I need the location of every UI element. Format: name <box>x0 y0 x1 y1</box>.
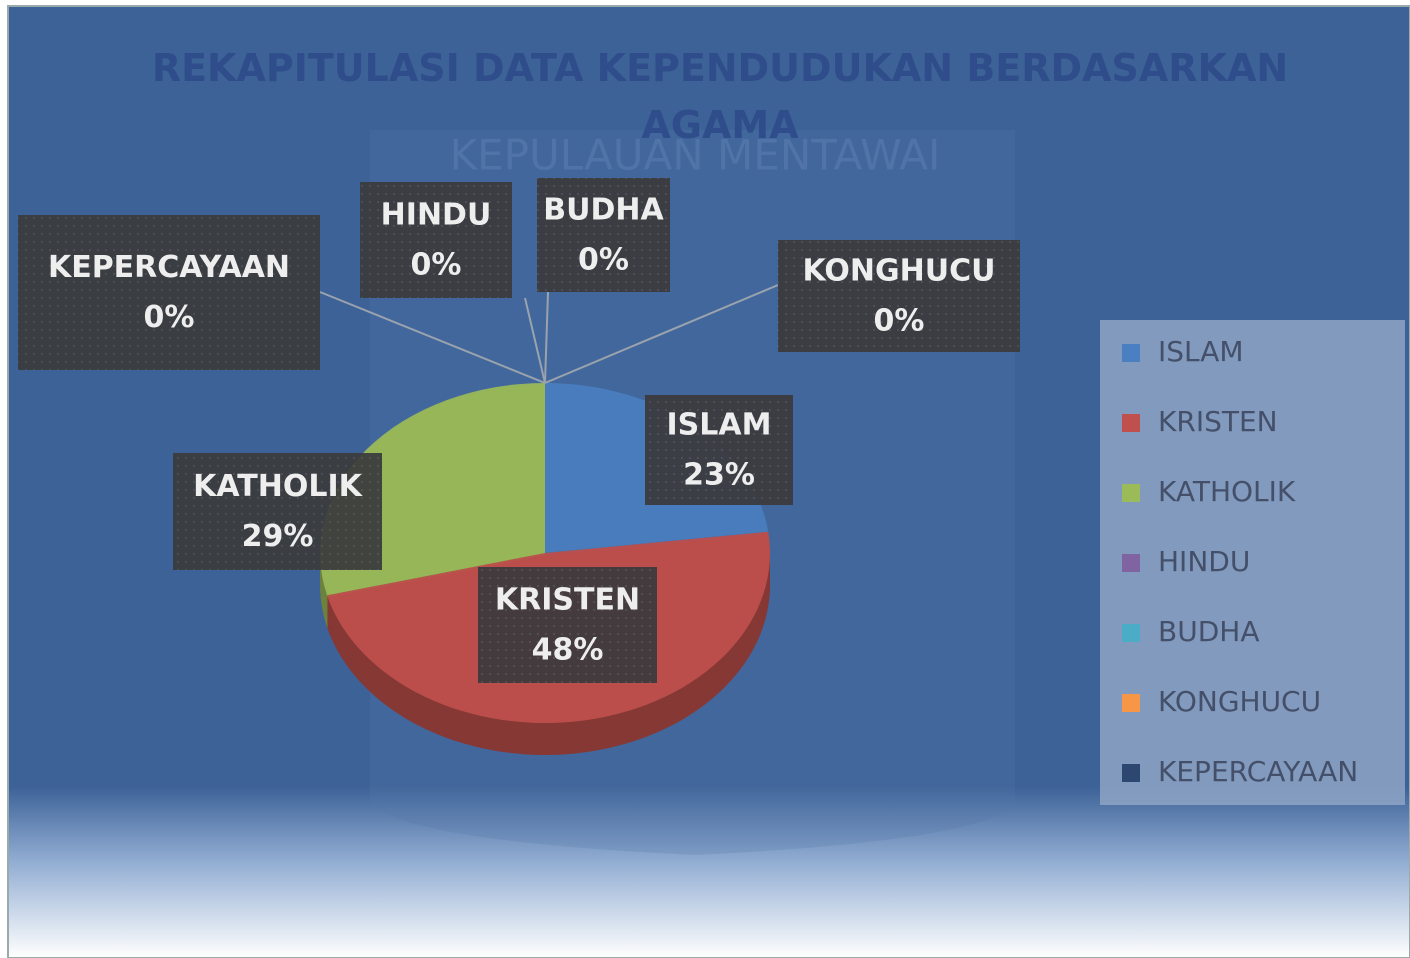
data-label-name: KEPERCAYAAN <box>48 250 290 285</box>
data-label-box <box>537 178 670 292</box>
legend-swatch <box>1122 484 1140 502</box>
legend-label: KONGHUCU <box>1158 685 1321 718</box>
leader-line <box>319 291 546 384</box>
data-label-value: 23% <box>683 458 755 493</box>
legend-swatch <box>1122 624 1140 642</box>
data-label-name: KATHOLIK <box>193 469 363 504</box>
legend-label: HINDU <box>1158 545 1250 578</box>
legend-swatch <box>1122 344 1140 362</box>
data-label-box <box>778 240 1020 352</box>
data-label-name: ISLAM <box>667 408 772 443</box>
legend-swatch <box>1122 694 1140 712</box>
data-label-name: KONGHUCU <box>803 254 996 289</box>
data-label-box <box>478 567 657 683</box>
watermark-text: KEPULAUAN MENTAWAI <box>450 131 941 180</box>
legend-label: KATHOLIK <box>1158 475 1296 508</box>
data-label-box <box>18 215 320 370</box>
data-label-name: BUDHA <box>543 193 664 228</box>
data-label-name: HINDU <box>381 198 492 233</box>
legend-swatch <box>1122 554 1140 572</box>
data-label-value: 29% <box>242 519 314 554</box>
legend-box <box>1100 320 1405 805</box>
legend-swatch <box>1122 414 1140 432</box>
chart-title: REKAPITULASI DATA KEPENDUDUKAN BERDASARK… <box>151 46 1289 147</box>
legend-label: KEPERCAYAAN <box>1158 755 1358 788</box>
data-label-value: 0% <box>411 248 462 283</box>
data-label-box <box>645 395 793 505</box>
legend-swatch <box>1122 764 1140 782</box>
leader-line <box>544 291 549 384</box>
data-label-name: KRISTEN <box>495 583 640 618</box>
legend-label: KRISTEN <box>1158 405 1278 438</box>
data-label-value: 0% <box>144 300 195 335</box>
legend-label: ISLAM <box>1158 335 1244 368</box>
data-label-value: 48% <box>532 633 604 668</box>
data-label-value: 0% <box>578 243 629 278</box>
data-label-box <box>360 182 512 298</box>
legend-label: BUDHA <box>1158 615 1259 648</box>
data-label-value: 0% <box>874 304 925 339</box>
leader-line <box>524 297 546 384</box>
data-label-box <box>173 453 382 570</box>
leader-line <box>544 284 779 384</box>
